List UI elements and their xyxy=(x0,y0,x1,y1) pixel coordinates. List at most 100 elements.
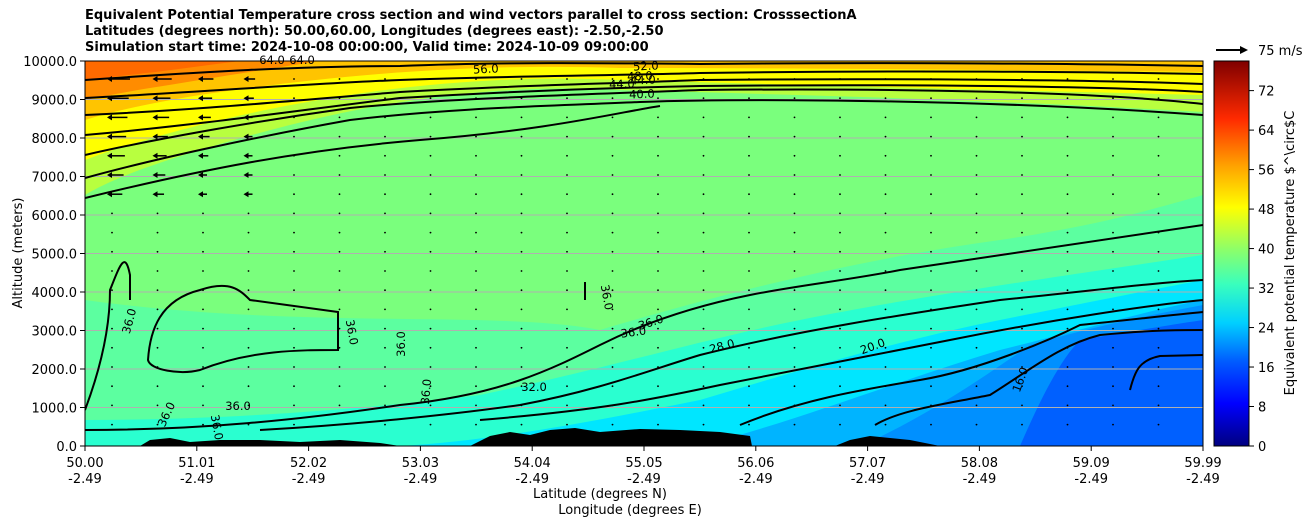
wind-dot xyxy=(384,231,386,234)
wind-dot xyxy=(611,366,614,368)
wind-dot xyxy=(611,270,614,272)
wind-dot xyxy=(338,78,341,80)
wind-dot xyxy=(111,366,113,368)
wind-dot xyxy=(384,404,386,407)
wind-dot xyxy=(748,327,750,330)
wind-arrowhead xyxy=(152,76,158,82)
wind-dot xyxy=(247,346,250,349)
y-tick-label: 2000.0 xyxy=(32,363,78,378)
wind-dot xyxy=(520,385,523,388)
wind-dot xyxy=(1112,78,1114,80)
wind-dot xyxy=(475,78,477,80)
wind-dot xyxy=(748,116,750,119)
wind-dot xyxy=(384,250,386,253)
wind-dot xyxy=(1021,97,1023,100)
x-tick-label-lon: -2.49 xyxy=(739,472,773,487)
wind-dot xyxy=(839,308,841,311)
wind-dot xyxy=(839,174,841,176)
wind-dot xyxy=(611,78,614,80)
wind-dot xyxy=(293,385,295,388)
wind-dot xyxy=(202,327,204,330)
wind-dot xyxy=(839,212,841,215)
wind-dot xyxy=(338,289,341,292)
wind-dot xyxy=(566,346,568,349)
x-tick-label-lat: 51.01 xyxy=(178,456,215,471)
wind-dot xyxy=(657,346,659,349)
wind-dot xyxy=(1112,404,1114,407)
wind-dot xyxy=(429,308,432,311)
wind-dot xyxy=(520,212,523,215)
wind-dot xyxy=(566,423,568,426)
wind-dot xyxy=(1157,385,1160,388)
wind-dot xyxy=(156,270,159,272)
wind-dot xyxy=(475,327,477,330)
wind-dot xyxy=(1157,308,1160,311)
wind-dot xyxy=(702,174,705,176)
wind-dot xyxy=(338,404,341,407)
wind-dot xyxy=(566,231,568,234)
wind-dot xyxy=(475,289,477,292)
colorbar-tick-label: 24 xyxy=(1258,322,1275,337)
wind-dot xyxy=(520,308,523,311)
wind-dot xyxy=(1157,423,1160,426)
wind-dot xyxy=(657,270,659,272)
wind-arrowhead xyxy=(243,114,249,121)
wind-dot xyxy=(975,78,978,80)
wind-arrowhead xyxy=(107,76,112,82)
wind-dot xyxy=(520,135,523,138)
wind-dot xyxy=(429,116,432,119)
wind-dot xyxy=(384,366,386,368)
wind-dot xyxy=(930,270,932,272)
wind-dot xyxy=(930,327,932,330)
wind-dot xyxy=(156,308,159,311)
colorbar-tick-label: 16 xyxy=(1258,361,1275,376)
wind-dot xyxy=(611,404,614,407)
wind-dot xyxy=(1157,97,1160,100)
wind-dot xyxy=(338,116,341,119)
wind-dot xyxy=(293,135,295,138)
field-band-16 xyxy=(1020,320,1203,446)
wind-dot xyxy=(884,78,887,80)
contour-24 xyxy=(739,311,1203,426)
wind-dot xyxy=(1112,327,1114,330)
wind-dot xyxy=(1157,231,1160,234)
wind-dot xyxy=(338,250,341,253)
wind-arrowhead xyxy=(152,133,158,140)
wind-dot xyxy=(793,308,796,311)
wind-dot xyxy=(111,250,113,253)
wind-arrowhead xyxy=(243,152,249,159)
wind-dot xyxy=(657,193,659,196)
wind-dot xyxy=(702,97,705,100)
contour-16 xyxy=(1129,354,1203,391)
wind-dot xyxy=(1112,154,1114,157)
wind-dot xyxy=(384,346,386,349)
wind-dot xyxy=(657,423,659,426)
wind-dot xyxy=(566,212,568,215)
x-tick-label-lon: -2.49 xyxy=(1074,472,1108,487)
wind-dot xyxy=(657,78,659,80)
contour-labels: 64.0 64.056.0 52.048.044.044.040.036.036.0… xyxy=(119,53,1031,441)
wind-dot xyxy=(1021,231,1023,234)
wind-arrowhead xyxy=(198,76,203,82)
contour-label: 32.0 xyxy=(521,380,547,394)
wind-dot xyxy=(839,270,841,272)
wind-dot xyxy=(702,423,705,426)
wind-dot xyxy=(338,135,341,138)
wind-dot xyxy=(111,212,113,215)
wind-dot xyxy=(793,78,796,80)
wind-dot xyxy=(884,327,887,330)
wind-dot xyxy=(520,423,523,426)
terrain-middle xyxy=(470,428,752,446)
wind-dot xyxy=(429,404,432,407)
wind-dot xyxy=(748,346,750,349)
wind-dot xyxy=(338,366,341,368)
wind-dot xyxy=(111,308,113,311)
wind-dot xyxy=(702,346,705,349)
wind-dot xyxy=(930,154,932,157)
wind-dot xyxy=(611,174,614,176)
wind-dot xyxy=(520,404,523,407)
wind-dot xyxy=(657,116,659,119)
wind-dot xyxy=(657,97,659,100)
wind-dot xyxy=(1066,250,1069,253)
wind-dot xyxy=(202,270,204,272)
